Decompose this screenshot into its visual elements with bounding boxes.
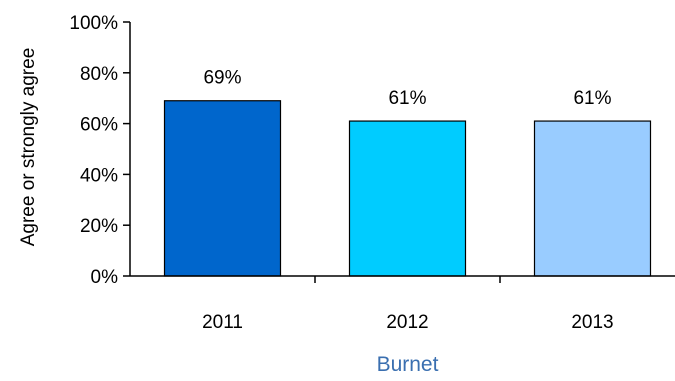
x-axis-ticks: 2011 2012 2013 xyxy=(202,276,614,333)
y-tick-label: 60% xyxy=(80,115,118,136)
y-tick-label: 0% xyxy=(91,267,119,288)
x-tick-label-2012: 2012 xyxy=(386,312,428,333)
x-axis-title: Burnet xyxy=(377,353,439,376)
y-axis-title: Agree or strongly agree xyxy=(18,48,39,247)
data-label-2012: 61% xyxy=(388,88,426,109)
y-tick-label: 80% xyxy=(80,64,118,85)
bar-2011 xyxy=(163,100,282,277)
y-axis-ticks: 0% 20% 40% 60% 80% 100% xyxy=(69,13,130,288)
data-label-2013: 61% xyxy=(573,88,611,109)
y-tick-label: 40% xyxy=(80,165,118,186)
y-tick-label: 20% xyxy=(80,216,118,237)
x-tick-label-2013: 2013 xyxy=(571,312,613,333)
data-labels: 69% 61% 61% xyxy=(203,68,611,109)
bar-2012 xyxy=(348,120,467,277)
bar-2013 xyxy=(533,120,652,277)
y-tick-label: 100% xyxy=(69,13,118,34)
x-tick-label-2011: 2011 xyxy=(202,312,243,333)
data-label-2011: 69% xyxy=(203,68,241,89)
bars xyxy=(163,100,652,277)
